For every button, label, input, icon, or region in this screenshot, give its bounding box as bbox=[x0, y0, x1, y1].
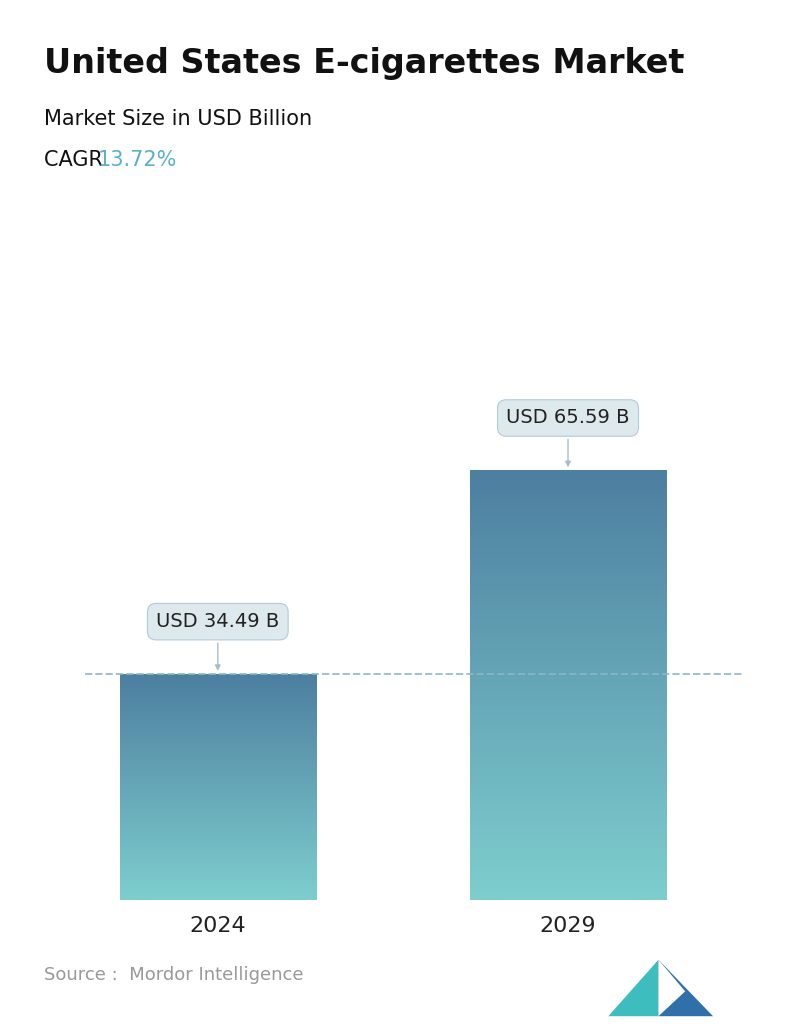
Text: USD 65.59 B: USD 65.59 B bbox=[506, 408, 630, 465]
Polygon shape bbox=[658, 960, 685, 1016]
Polygon shape bbox=[608, 960, 658, 1016]
Text: 13.72%: 13.72% bbox=[98, 150, 178, 170]
Text: Source :  Mordor Intelligence: Source : Mordor Intelligence bbox=[44, 967, 303, 984]
Text: CAGR: CAGR bbox=[44, 150, 116, 170]
Polygon shape bbox=[658, 960, 713, 1016]
Text: Market Size in USD Billion: Market Size in USD Billion bbox=[44, 109, 312, 128]
Text: United States E-cigarettes Market: United States E-cigarettes Market bbox=[44, 47, 684, 80]
Text: USD 34.49 B: USD 34.49 B bbox=[156, 612, 279, 669]
